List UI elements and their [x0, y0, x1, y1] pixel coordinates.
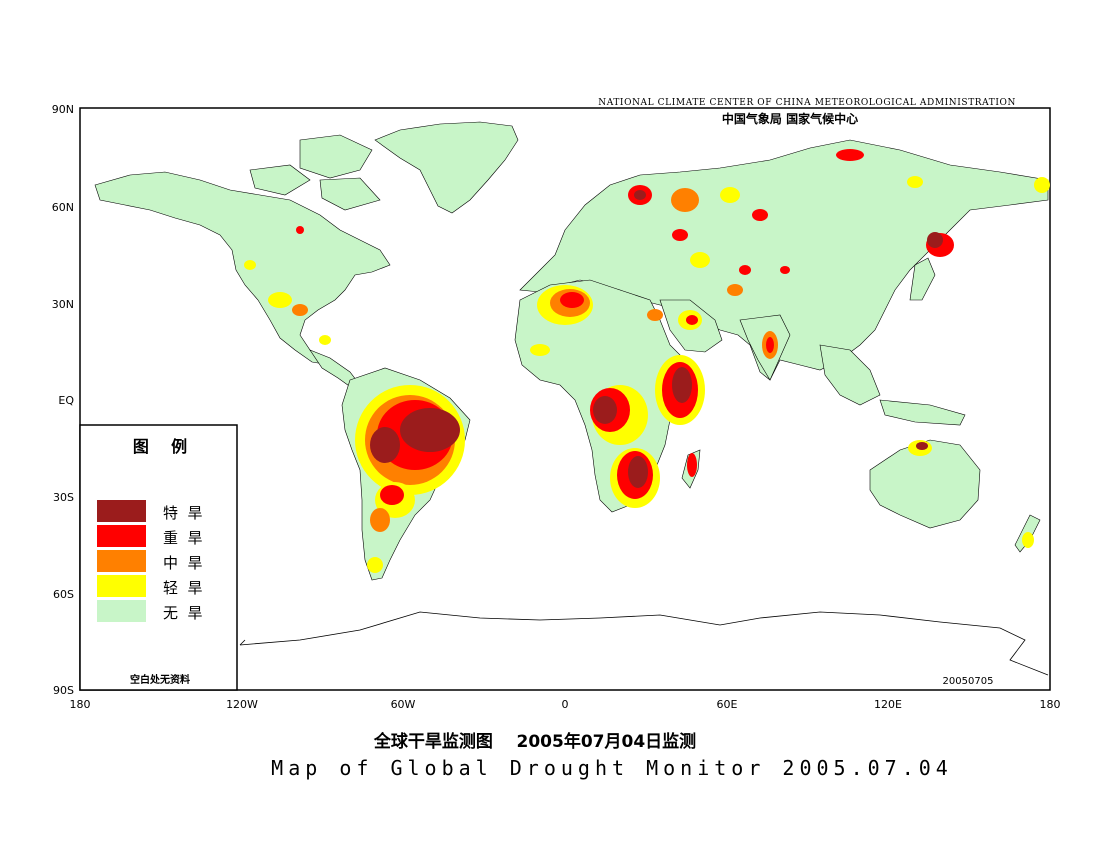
legend-swatch-mild [97, 575, 146, 597]
lat-label: 60N [52, 201, 74, 214]
agency-english: NATIONAL CLIMATE CENTER OF CHINA METEORO… [598, 98, 1016, 108]
lat-label: 90S [53, 684, 74, 697]
legend-swatch-severe [97, 525, 146, 547]
japan [909, 257, 936, 301]
antarctica [239, 611, 1049, 676]
lon-label: 180 [70, 698, 91, 711]
legend-swatch-moderate [97, 550, 146, 572]
latitude-labels: 90N 60N 30N EQ 30S 60S 90S [52, 103, 75, 697]
footer-title-chinese: 全球干旱监测图 2005年07月04日监测 [373, 731, 696, 752]
agency-chinese: 中国气象局 国家气候中心 [722, 111, 858, 126]
southeast-asia [819, 344, 966, 426]
drought-australia [908, 440, 1034, 548]
lon-label: 180 [1040, 698, 1061, 711]
map-land-layer [94, 121, 1049, 676]
lon-label: 120E [874, 698, 902, 711]
legend-label-mild: 轻 旱 [163, 579, 203, 597]
drought-eurasia [628, 149, 1050, 359]
legend-title: 图 例 [133, 437, 187, 456]
lon-label: 60W [391, 698, 416, 711]
drought-south-america [355, 385, 465, 573]
legend-note: 空白处无资料 [130, 673, 190, 686]
north-america [94, 171, 391, 366]
greenland [374, 121, 519, 214]
legend-swatch-extreme [97, 500, 146, 522]
footer-title-english: Map of Global Drought Monitor 2005.07.04 [271, 756, 953, 780]
drought-overlay [244, 149, 1050, 573]
legend-swatch-none [97, 600, 146, 622]
lat-label: 90N [52, 103, 74, 116]
issue-stamp: 20050705 [943, 676, 994, 687]
lon-label: 120W [226, 698, 258, 711]
lat-label: 60S [53, 588, 74, 601]
drought-north-america [244, 226, 331, 345]
legend-label-extreme: 特 旱 [163, 504, 203, 522]
legend: 图 例 特 旱 重 旱 中 旱 轻 旱 无 旱 空白处无资料 [79, 424, 238, 691]
drought-africa [530, 285, 705, 508]
arctic-islands [249, 134, 381, 211]
lon-label: 0 [562, 698, 569, 711]
legend-label-severe: 重 旱 [163, 529, 203, 547]
legend-label-none: 无 旱 [163, 604, 203, 622]
lat-label: EQ [58, 394, 74, 407]
lat-label: 30N [52, 298, 74, 311]
lat-label: 30S [53, 491, 74, 504]
lon-label: 60E [717, 698, 738, 711]
longitude-labels: 180 120W 60W 0 60E 120E 180 [70, 698, 1061, 711]
legend-label-moderate: 中 旱 [163, 554, 203, 572]
